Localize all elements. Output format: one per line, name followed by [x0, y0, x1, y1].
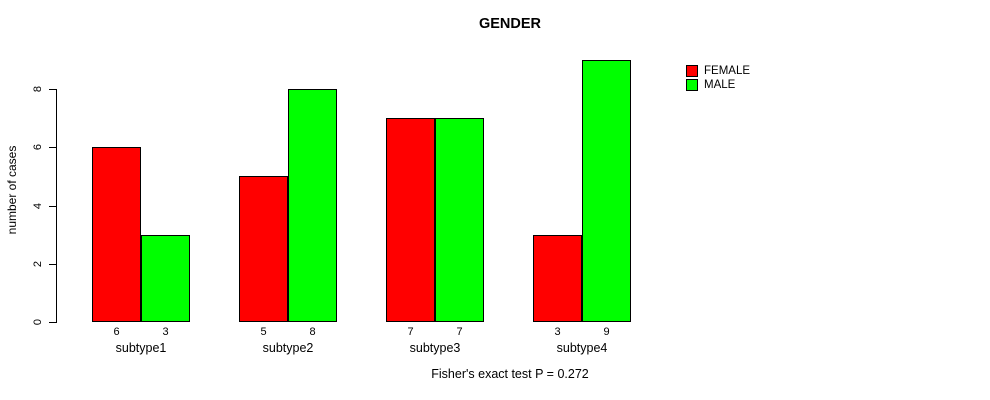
bar-value-label: 5: [260, 326, 267, 338]
bar-male-subtype3: [435, 118, 484, 322]
annotation-fisher-test: Fisher's exact test P = 0.272: [431, 367, 589, 381]
y-axis-label: number of cases: [5, 145, 19, 235]
y-axis-tick-label: 6: [32, 144, 44, 151]
legend-row-female: FEMALE: [686, 65, 750, 77]
bar-value-label: 8: [309, 326, 316, 338]
bar-value-label: 7: [456, 326, 463, 338]
category-label-subtype2: subtype2: [262, 341, 314, 355]
legend-label: MALE: [704, 79, 736, 91]
y-axis-tick-label: 8: [32, 85, 44, 93]
legend-swatch-icon: [686, 79, 698, 91]
y-axis-tick: [49, 147, 56, 149]
bar-value-label: 9: [603, 326, 610, 338]
y-axis-tick: [49, 89, 56, 90]
legend-label: FEMALE: [704, 65, 751, 77]
y-axis-line: [56, 89, 57, 323]
bar-female-subtype1: [92, 147, 141, 322]
bar-female-subtype3: [386, 118, 435, 322]
bar-male-subtype4: [582, 59, 631, 322]
chart-title: GENDER: [478, 16, 542, 32]
legend-row-male: MALE: [686, 79, 750, 91]
bar-female-subtype2: [239, 176, 288, 322]
y-axis-tick: [49, 322, 56, 323]
category-label-subtype3: subtype3: [409, 341, 461, 355]
legend-swatch-icon: [686, 65, 698, 77]
y-axis-tick: [49, 263, 56, 265]
bar-value-label: 3: [554, 326, 561, 338]
category-label-subtype4: subtype4: [556, 341, 608, 355]
y-axis-tick-label: 2: [32, 260, 44, 267]
bar-value-label: 3: [162, 326, 169, 338]
bar-male-subtype2: [288, 89, 337, 322]
bar-female-subtype4: [533, 234, 582, 322]
y-axis-tick: [49, 205, 56, 207]
y-axis-tick-label: 0: [32, 318, 44, 326]
legend: FEMALE MALE: [686, 65, 750, 93]
bar-value-label: 6: [113, 326, 120, 338]
bar-value-label: 7: [407, 326, 414, 338]
y-axis-tick-label: 4: [32, 202, 44, 209]
category-label-subtype1: subtype1: [115, 341, 167, 355]
bar-male-subtype1: [141, 234, 190, 322]
